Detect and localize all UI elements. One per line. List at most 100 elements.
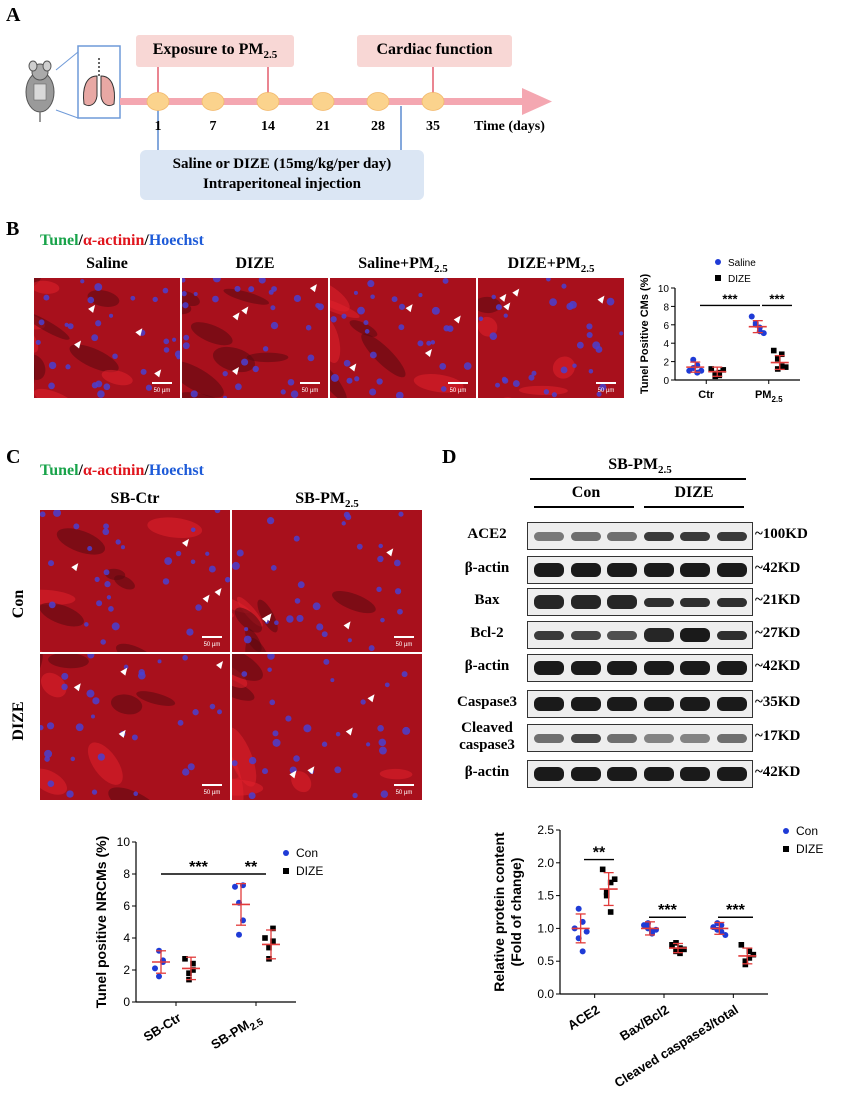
arrow-marker — [120, 667, 128, 676]
data-point — [579, 948, 586, 955]
scale-bar-label: 50 µm — [598, 388, 615, 394]
panel-a-label: A — [6, 4, 21, 26]
significance-label: ** — [245, 859, 258, 876]
panel-b-stain-legend: Tunel/α-actinin/Hoechst — [40, 232, 204, 250]
blot-band — [570, 531, 601, 541]
x-tick-label: Ctr — [698, 389, 715, 401]
micrograph-dize-pm: 50 µm — [232, 654, 422, 800]
arrow-marker — [202, 594, 210, 603]
blot-band — [716, 697, 747, 711]
injection-box: Saline or DIZE (15mg/kg/per day) Intrape… — [140, 150, 424, 200]
micrograph-texture: 50 µm — [40, 654, 224, 800]
panel-b-label: B — [6, 218, 20, 240]
blot-band — [643, 733, 674, 743]
y-tick-label: 0 — [663, 376, 669, 387]
legend-label: Saline — [728, 258, 756, 269]
arrow-marker — [499, 293, 507, 302]
blot-strip — [527, 724, 753, 752]
data-point — [607, 879, 614, 886]
blot-band — [680, 531, 710, 541]
blot-band — [716, 531, 747, 541]
blot-kd: ~42KD — [755, 560, 801, 576]
data-point — [190, 960, 196, 967]
stain-sep: / — [78, 462, 83, 479]
data-point — [673, 940, 679, 946]
data-point — [669, 942, 675, 948]
data-point — [270, 938, 276, 944]
stain-hoechst: Hoechst — [148, 462, 204, 479]
stain-tunel: Tunel — [40, 462, 79, 479]
blot-band — [716, 630, 747, 640]
blot-band — [716, 661, 747, 675]
arrow-marker — [181, 538, 189, 547]
legend-label: Con — [296, 846, 318, 860]
data-point — [742, 961, 749, 968]
scale-bar — [202, 636, 222, 638]
day-1: 1 — [154, 119, 162, 134]
row-con: Con — [10, 589, 27, 619]
blot-row-label: Bax — [474, 592, 500, 608]
y-axis-label: Tunel positive NRCMs (%) — [93, 836, 109, 1008]
col-saline: Saline — [86, 255, 128, 272]
legend-marker — [283, 868, 289, 874]
blot-band — [534, 563, 564, 577]
blot-row-label: β-actin — [464, 658, 510, 674]
micrograph-texture: 50 µm — [40, 510, 230, 652]
col-sb-ctr: SB-Ctr — [110, 490, 160, 507]
arrow-marker — [214, 588, 222, 597]
injection-line-2: Intraperitoneal injection — [203, 176, 361, 192]
arrow-marker — [309, 284, 317, 293]
arrow-marker — [343, 621, 351, 630]
data-point — [575, 905, 582, 912]
data-point — [156, 973, 162, 980]
x-tick-label: PM2.5 — [755, 389, 783, 404]
blot-band — [643, 767, 674, 781]
data-point — [690, 356, 697, 363]
legend-label: Con — [796, 824, 818, 838]
blot-band — [570, 767, 601, 781]
micrograph-saline-pm: 50 µm — [330, 278, 476, 398]
blot-band — [680, 628, 710, 642]
day-28: 28 — [371, 119, 385, 134]
micrograph-texture: 50 µm — [478, 278, 624, 398]
blot-band — [643, 628, 674, 642]
significance-label: *** — [658, 902, 677, 919]
row-dize: DIZE — [10, 701, 27, 741]
y-tick-label: 8 — [663, 302, 669, 313]
blot-band — [534, 661, 564, 675]
data-point — [603, 892, 610, 899]
panel-c-label: C — [6, 446, 21, 468]
y-tick-label: 2 — [123, 963, 130, 977]
y-tick-label: 1.0 — [537, 921, 554, 935]
arrow-marker — [88, 304, 96, 313]
scale-bar-label: 50 µm — [396, 790, 413, 796]
micrograph-texture: 50 µm — [232, 511, 414, 652]
group-con-line — [534, 506, 634, 508]
blot-band — [680, 767, 710, 781]
blot-kd: ~42KD — [755, 764, 801, 780]
blot-band — [607, 661, 637, 675]
arrow-marker — [241, 306, 249, 315]
legend-marker — [283, 850, 289, 856]
y-tick-label: 0.0 — [537, 987, 554, 1001]
time-axis-label: Time (days) — [474, 119, 545, 134]
col-sb-pm: SB-PM2.5 — [295, 490, 359, 511]
timeline-figure — [25, 45, 552, 150]
blot-band — [534, 767, 564, 781]
group-dize-line — [644, 506, 744, 508]
micrograph-texture: 50 µm — [330, 278, 472, 398]
data-point — [760, 330, 767, 337]
micrograph-dize-pm: 50 µm — [478, 278, 624, 398]
scale-bar — [448, 382, 468, 384]
stain-tunel: Tunel — [40, 232, 79, 249]
blot-row-label: ACE2 — [467, 526, 507, 542]
significance-label: *** — [722, 291, 738, 306]
panel-d-label: D — [442, 446, 457, 468]
blot-kd: ~100KD — [755, 526, 808, 542]
chart-c-tunel-nrcms: 0 2 4 6 8 10 Tunel positive NRCMs (%) SB-Ctr SB-… — [93, 835, 323, 1056]
scale-bar-label: 50 µm — [396, 642, 413, 648]
data-point — [677, 950, 683, 957]
blot-row-label: β-actin — [464, 560, 510, 576]
group-dize: DIZE — [674, 484, 714, 501]
blot-band — [643, 597, 674, 607]
